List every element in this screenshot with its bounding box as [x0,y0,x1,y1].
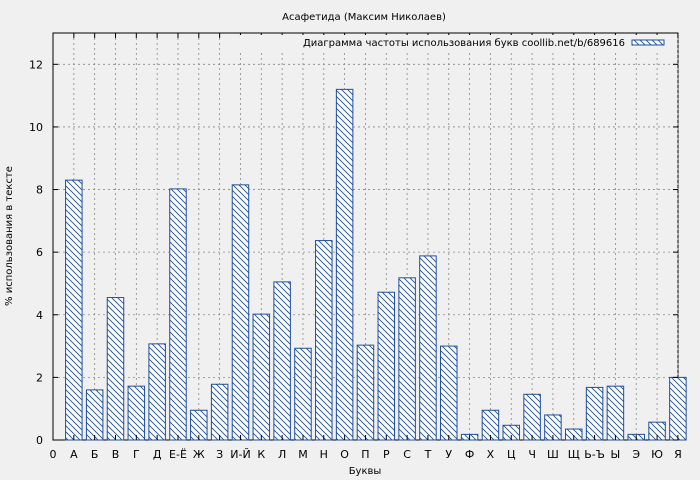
x-tick-label: Г [133,448,140,461]
x-tick-label: К [257,448,265,461]
x-tick-label: А [70,448,78,461]
legend-box [240,35,676,51]
legend-swatch [631,39,665,46]
bar-10 [252,313,271,441]
y-tick-label: 6 [36,246,43,259]
x-tick-label: Е-Ё [169,448,187,461]
x-tick-label: Р [383,448,390,461]
x-tick-label: О [340,448,349,461]
bar-11 [273,281,291,441]
x-tick-label: Ы [611,448,621,461]
x-tick-label: Ч [528,448,536,461]
x-tick-label: Ю [651,448,663,461]
x-tick-label: Д [153,448,162,461]
x-axis-ticks: 0 А Б В Г Д Е-Ё Ж З И-Й К Л М Н О П Р С Т У Ф Х Ц Ч Ш Щ Ь-Ъ Ы Э Ю Я [50,33,682,461]
x-tick-label: Л [278,448,286,461]
y-tick-label: 2 [36,371,43,384]
bar-23 [523,393,541,441]
bar-18 [419,255,437,441]
grid-lines [53,33,679,440]
bar-4 [127,385,146,441]
bar-9 [231,184,250,441]
x-axis-title: Буквы [349,466,382,477]
y-tick-label: 8 [36,184,43,197]
y-tick-label: 4 [36,309,43,322]
bar-8 [210,383,229,441]
bar-16 [377,291,396,441]
x-tick-label: Ф [465,448,474,461]
bar-30 [669,376,687,441]
bar-series [65,88,687,441]
x-tick-label: П [361,448,369,461]
bar-19 [440,345,458,441]
bar-27 [606,385,625,441]
y-axis-ticks: 0 2 4 6 8 10 12 [29,58,678,447]
x-tick-label: Н [320,448,328,461]
x-tick-label: Э [632,448,640,461]
bar-5 [148,343,166,441]
y-tick-label: 0 [36,434,43,447]
y-tick-label: 12 [29,58,43,71]
x-tick-label: В [112,448,120,461]
x-tick-label: З [216,448,223,461]
x-tick-label: Т [424,448,432,461]
x-tick-label: Я [674,448,682,461]
x-tick-label: Б [91,448,99,461]
x-tick-label: М [298,448,308,461]
bar-13 [315,240,333,441]
bar-12 [294,347,312,441]
bar-17 [398,277,416,441]
x-tick-label: Ц [507,448,516,461]
x-tick-label: Ж [193,448,205,461]
bar-15 [356,344,375,441]
bar-6 [169,188,187,441]
bar-1 [65,179,83,441]
bar-14 [335,88,354,441]
x-tick-label: У [445,448,452,461]
x-tick-label: Ь-Ъ [584,448,605,461]
x-tick-label: Щ [568,448,580,461]
legend: Диаграмма частоты использования букв coo… [240,35,676,51]
y-axis-title: % использования в тексте [4,166,15,306]
legend-label: Диаграмма частоты использования букв coo… [303,38,625,49]
x-tick-label: И-Й [230,448,250,461]
x-tick-label: С [403,448,411,461]
bar-2 [85,389,104,441]
chart-title: Асафетида (Максим Николаев) [282,12,446,23]
bar-3 [106,297,125,441]
bar-26 [585,386,604,441]
x-tick-label: 0 [50,448,57,461]
x-tick-label: Ш [547,448,559,461]
x-tick-label: Х [487,448,495,461]
y-tick-label: 10 [29,121,43,134]
